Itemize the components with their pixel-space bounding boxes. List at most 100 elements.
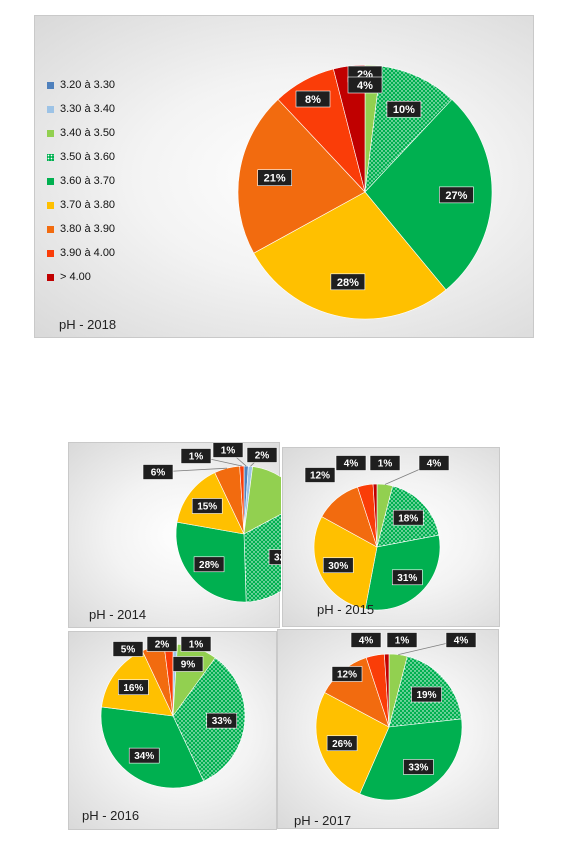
data-label: 1% [189,640,204,651]
chart-panel-2018: 2% 10% 27% 28% 21% 8% 4% 3.20 à 3.30 3.30 à 3.4… [34,15,534,338]
pie-2018: 2%10%27%28%21%8%4% [237,64,493,320]
legend-item: 3.90 à 4.00 [47,241,115,265]
legend: 3.20 à 3.30 3.30 à 3.40 3.40 à 3.50 3.50 à … [47,73,115,289]
data-label-box [411,686,442,703]
data-label: 4% [344,459,359,470]
chart-title-2018: pH - 2018 [59,317,117,332]
pie-slice [364,65,453,193]
data-label-box [191,498,223,514]
data-label: 4% [454,636,469,647]
data-label-box [304,467,336,483]
data-label-box [391,569,423,586]
legend-item: 3.20 à 3.30 [47,73,115,97]
data-label: 31% [397,573,417,584]
data-label-box [246,447,278,463]
data-label-box [322,557,354,574]
data-label: 2% [155,640,170,651]
data-label: 8% [305,94,321,106]
data-label-box [330,273,366,291]
legend-label: 3.50 à 3.60 [60,151,116,163]
data-label-box [212,443,244,458]
data-label-box [180,448,212,464]
legend-label: 3.60 à 3.70 [60,175,116,187]
data-label-box [386,632,418,648]
pie-slice [372,483,378,548]
legend-label: 3.70 à 3.80 [60,199,116,211]
chart-panel-2017: 4% 19% 33% 26% 12% 4% 1% pH - 2017 [277,629,499,829]
data-label: 10% [393,104,415,116]
legend-item: > 4.00 [47,265,115,289]
pie-slice [243,466,281,535]
legend-label: 3.90 à 4.00 [60,247,116,259]
data-label-box [418,455,450,471]
data-label: 1% [395,636,410,647]
legend-item: 3.40 à 3.50 [47,121,115,145]
chart-panel-2015: 4% 18% 31% 30% 12% 4% 1% pH - 2015 [282,447,500,627]
legend-item: 3.60 à 3.70 [47,169,115,193]
chart-title-2015: pH - 2015 [317,602,375,617]
data-label: 28% [199,560,219,571]
data-label-box [445,632,477,648]
pie-2014: 1%2%15%32%28%15%6%1% [142,443,281,603]
legend-item: 3.30 à 3.40 [47,97,115,121]
data-label: 5% [121,645,136,656]
pie-slice [239,465,245,535]
data-label-box [112,641,144,657]
data-label-box [326,735,358,752]
pie-2016: 1% 9% 33% 34% 16% 5% 2% [100,636,246,789]
data-label: 16% [123,683,143,694]
data-label-box [403,759,434,775]
data-label-box [172,656,204,672]
chart-panel-2016: 1% 9% 33% 34% 16% 5% 2% pH - 2016 [68,631,277,830]
chart-title-2017: pH - 2017 [294,813,352,828]
pie-slice [237,98,366,254]
data-label: 26% [332,739,352,750]
data-label: 33% [408,763,428,774]
chart-title-2014: pH - 2014 [89,607,147,622]
data-label: 21% [264,173,286,185]
pie-slice [364,98,493,291]
data-label-box [257,169,292,186]
data-label: 6% [151,468,166,479]
legend-item: 3.50 à 3.60 [47,145,115,169]
legend-item: 3.80 à 3.90 [47,217,115,241]
pie-slice [243,513,281,603]
data-label: 1% [189,452,204,463]
pie-2015: 4% 18% 31% 30% 12% 4% 1% [304,455,450,611]
data-label: 33% [212,716,232,727]
data-label-box [350,632,382,648]
data-label-box [118,679,149,696]
legend-swatch [47,153,54,161]
data-label: 4% [357,80,373,92]
legend-swatch [47,129,54,137]
pie-slice [100,706,205,789]
data-label: 12% [337,670,357,681]
data-label: 32% [274,553,281,564]
data-label: 1% [221,446,236,457]
data-label: 4% [427,459,442,470]
legend-swatch [47,177,54,185]
data-label: 9% [181,660,196,671]
pie-2017: 4% 19% 33% 26% 12% 4% 1% [315,632,477,801]
data-label-box [439,186,474,204]
data-label-box [193,556,225,573]
legend-item: 3.70 à 3.80 [47,193,115,217]
chart-title-2016: pH - 2016 [82,808,140,823]
data-label-box [142,464,174,480]
legend-label: 3.40 à 3.50 [60,127,116,139]
pie-slice [384,653,390,728]
data-label-box [206,712,238,729]
legend-label: 3.30 à 3.40 [60,103,116,115]
data-label: 28% [337,277,359,289]
legend-label: > 4.00 [60,271,91,283]
data-label: 12% [310,471,330,482]
chart-panel-2014: 1%2%15%32%28%15%6%1% pH - 2014 [68,442,281,628]
legend-swatch [47,105,54,113]
data-label-box [331,666,363,682]
data-label-box [392,509,424,526]
legend-label: 3.20 à 3.30 [60,79,116,91]
data-label: 1% [378,459,393,470]
legend-swatch [47,249,54,257]
data-label: 18% [398,513,418,524]
data-label: 30% [328,561,348,572]
